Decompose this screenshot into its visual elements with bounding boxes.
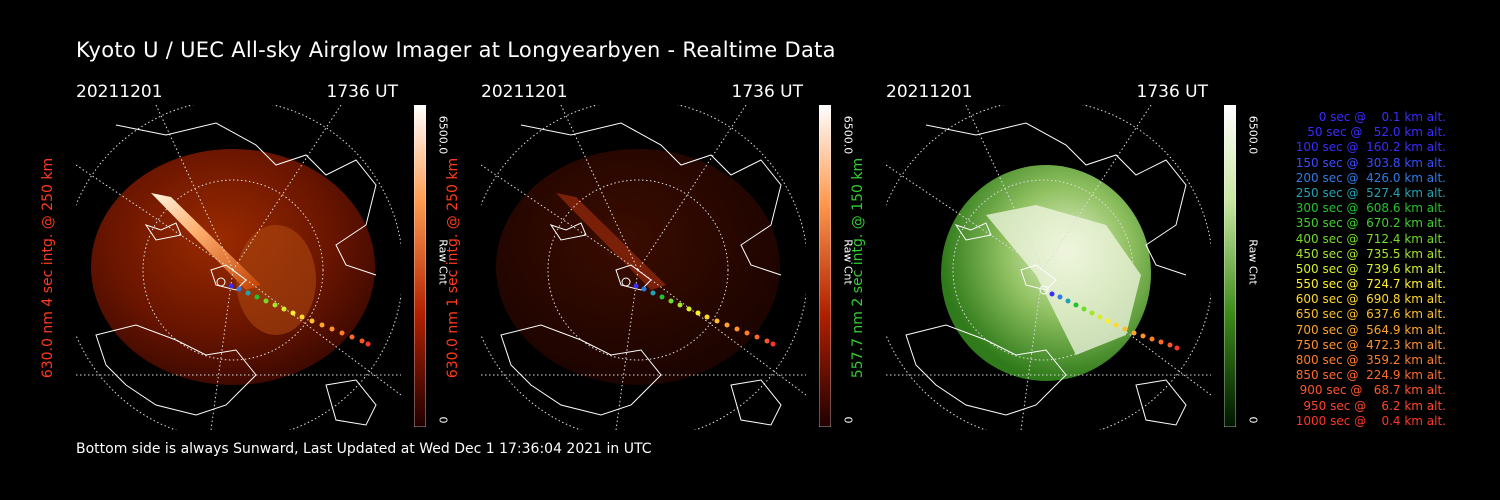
trajectory-dots [1039,285,1180,351]
panel-date: 20211201 [481,82,568,102]
legend-row: 150 sec @ 303.8 km alt. [1295,155,1446,170]
allsky-map-image [886,105,1211,430]
panel-side-label: 630.0 nm 4 sec intg. @ 250 km [38,105,58,430]
panel-630nm-4sec: 20211201 1736 UT 630.0 nm 4 sec intg. @ … [40,82,456,432]
legend-row: 750 sec @ 472.3 km alt. [1295,337,1446,352]
legend-row: 300 sec @ 608.6 km alt. [1295,201,1446,216]
trajectory-legend: 0 sec @ 0.1 km alt. 50 sec @ 52.0 km alt… [1262,110,1446,429]
legend-row: 1000 sec @ 0.4 km alt. [1295,413,1446,428]
coastlines [95,122,377,426]
airglow-patch [236,225,316,335]
legend-row: 900 sec @ 68.7 km alt. [1299,383,1446,398]
panel-side-label: 557.7 nm 2 sec intg. @ 150 km [848,105,868,430]
legend-row: 450 sec @ 735.5 km alt. [1295,246,1446,261]
legend-row: 650 sec @ 637.6 km alt. [1295,307,1446,322]
legend-row: 850 sec @ 224.9 km alt. [1295,368,1446,383]
legend-row: 950 sec @ 6.2 km alt. [1303,398,1446,413]
panel-630nm-1sec: 20211201 1736 UT 630.0 nm 1 sec intg. @ … [445,82,861,432]
legend-row: 200 sec @ 426.0 km alt. [1295,170,1446,185]
trajectory-dots [216,277,371,347]
legend-row: 800 sec @ 359.2 km alt. [1295,353,1446,367]
legend-row: 50 sec @ 52.0 km alt. [1307,125,1446,140]
colorbar-red [414,105,426,427]
trajectory-dots [621,277,776,347]
panel-time: 1736 UT [731,82,804,102]
legend-row: 550 sec @ 724.7 km alt. [1295,277,1446,292]
side-label-text: 557.7 nm 2 sec intg. @ 150 km [850,157,866,378]
panel-time: 1736 UT [1136,82,1209,102]
legend-row: 500 sec @ 739.6 km alt. [1295,261,1446,276]
coastlines [905,122,1187,426]
colorbar-min-label: 0 [1246,416,1260,424]
allsky-map-image [481,105,806,430]
panel-date: 20211201 [76,82,163,102]
legend-row: 250 sec @ 527.4 km alt. [1295,185,1446,200]
grid-lines [76,105,401,430]
legend-row: 700 sec @ 564.9 km alt. [1295,322,1446,337]
colorbar-unit-label: Raw Cnt [1246,239,1260,285]
page-title: Kyoto U / UEC All-sky Airglow Imager at … [76,38,836,62]
side-label-text: 630.0 nm 1 sec intg. @ 250 km [445,157,461,378]
panel-date: 20211201 [886,82,973,102]
footer-status: Bottom side is always Sunward, Last Upda… [76,441,652,457]
panel-side-label: 630.0 nm 1 sec intg. @ 250 km [443,105,463,430]
legend-row: 350 sec @ 670.2 km alt. [1295,216,1446,231]
legend-row: 0 sec @ 0.1 km alt. [1318,110,1446,124]
allsky-map-image [76,105,401,430]
grid-lines [886,105,1211,430]
legend-row: 100 sec @ 160.2 km alt. [1295,140,1446,155]
coastlines [500,122,782,426]
colorbar-red [819,105,831,427]
aurora-arc [556,193,666,290]
panel-557nm-2sec: 20211201 1736 UT 557.7 nm 2 sec intg. @ … [850,82,1266,432]
panel-time: 1736 UT [326,82,399,102]
grid-lines [481,105,806,430]
colorbar-green [1224,105,1236,427]
legend-row: 400 sec @ 712.4 km alt. [1295,231,1446,246]
legend-row: 600 sec @ 690.8 km alt. [1295,292,1446,307]
colorbar-max-label: 6500.0 [1246,115,1260,155]
aurora-arc [151,193,261,290]
side-label-text: 630.0 nm 4 sec intg. @ 250 km [40,157,56,378]
